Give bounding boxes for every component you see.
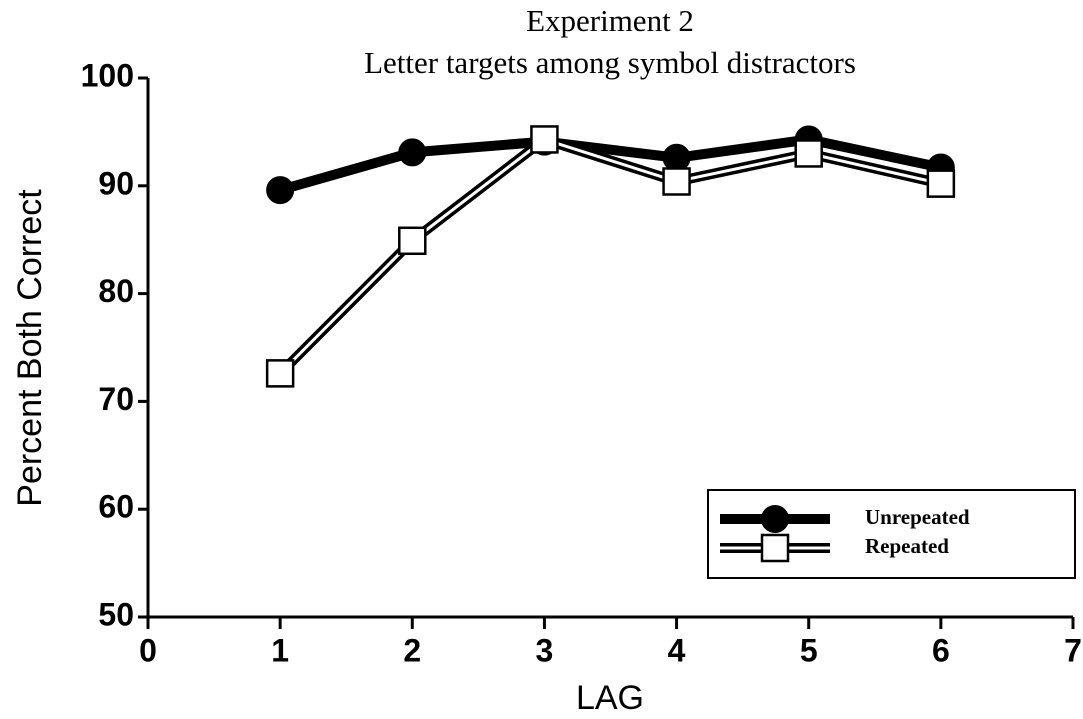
- chart-title: Experiment 2: [526, 3, 694, 38]
- point: [926, 169, 956, 198]
- y-tick-label: 100: [81, 57, 134, 93]
- y-tick-label: 70: [98, 381, 134, 417]
- x-tick-label: 3: [536, 632, 554, 668]
- x-tick-label: 7: [1064, 632, 1082, 668]
- point: [398, 226, 427, 256]
- x-tick-label: 4: [668, 632, 686, 668]
- x-axis-label: LAG: [576, 679, 644, 717]
- point: [530, 125, 559, 154]
- x-tick-label: 0: [139, 632, 157, 668]
- series-line: [279, 137, 942, 192]
- y-tick-label: 50: [98, 596, 134, 632]
- legend-label: Unrepeated: [865, 505, 970, 529]
- y-tick-label: 60: [98, 489, 134, 525]
- x-tick-label: 5: [800, 632, 818, 668]
- y-axis-label: Percent Both Correct: [11, 189, 49, 507]
- point: [266, 176, 295, 205]
- point: [794, 139, 823, 168]
- point: [662, 143, 691, 172]
- legend-marker: [761, 505, 789, 533]
- x-tick-label: 6: [932, 632, 950, 668]
- x-tick-label: 1: [271, 632, 289, 668]
- chart-subtitle: Letter targets among symbol distractors: [364, 45, 856, 80]
- point: [398, 138, 427, 167]
- y-tick-label: 90: [98, 165, 134, 201]
- line-outline: [276, 134, 942, 377]
- legend-marker: [760, 533, 790, 563]
- y-tick-label: 80: [98, 273, 134, 309]
- point: [662, 167, 691, 196]
- point: [265, 359, 295, 388]
- legend-label: Repeated: [865, 534, 949, 558]
- x-tick-label: 2: [403, 632, 421, 668]
- series-line: [279, 137, 942, 375]
